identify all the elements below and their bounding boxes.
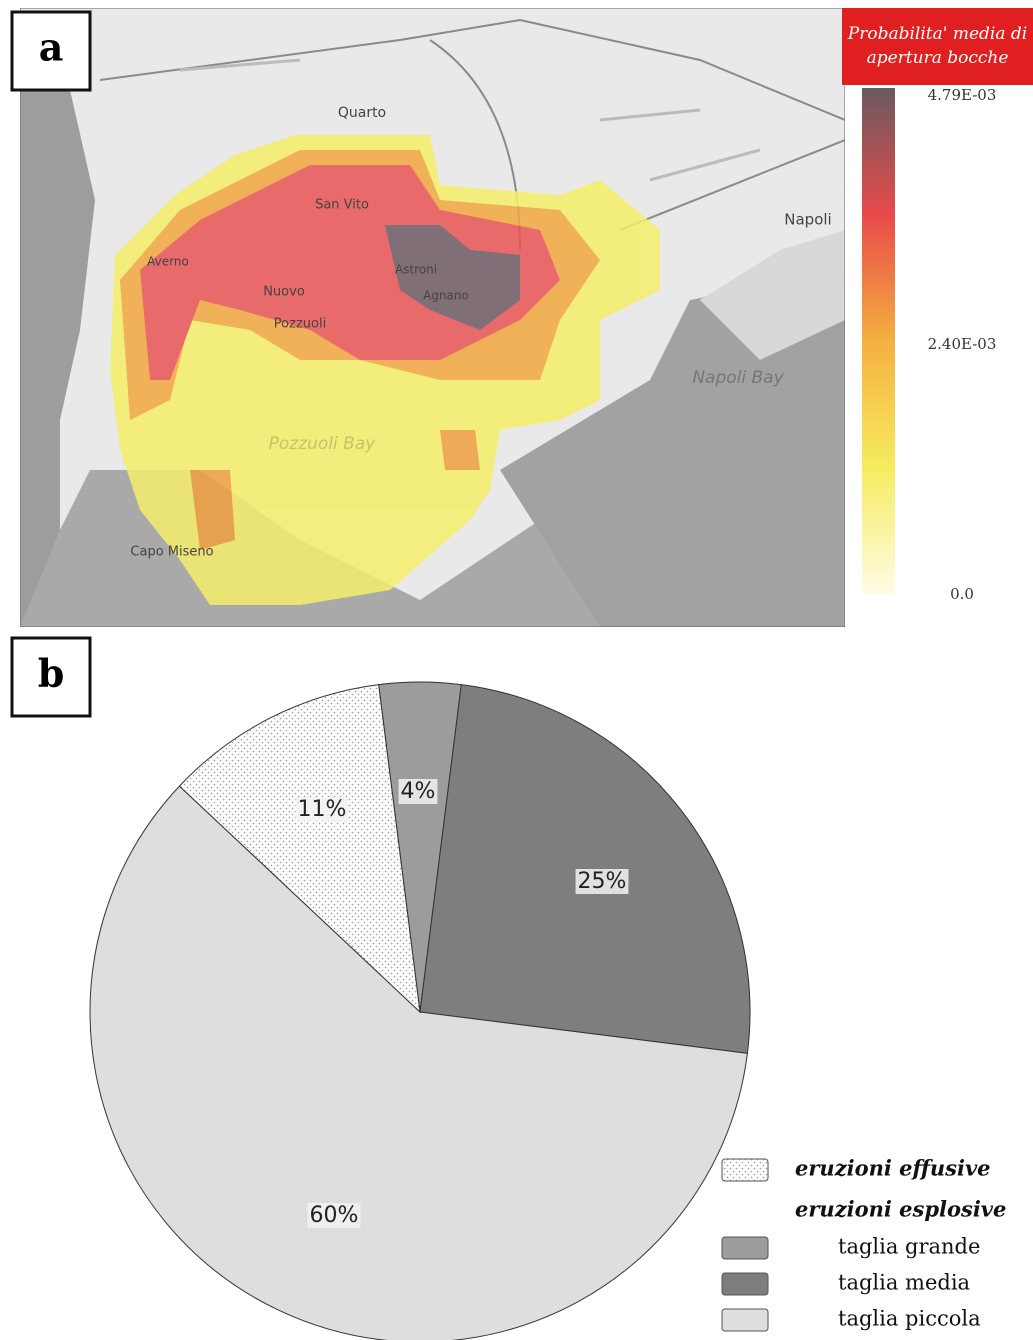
legend-swatch	[722, 1309, 768, 1331]
legend-label: taglia media	[838, 1271, 970, 1295]
place-label: Napoli	[784, 211, 831, 229]
colorbar-tick-label: 2.40E-03	[928, 335, 997, 353]
colorbar-tick-label: 0.0	[950, 585, 974, 603]
colorbar-title: Probabilita' media di apertura bocche	[842, 8, 1033, 85]
place-label: Pozzuoli Bay	[269, 434, 377, 454]
legend-label: taglia grande	[838, 1235, 980, 1259]
value-label: 4%	[401, 779, 436, 804]
value-label: 11%	[298, 797, 347, 822]
page: {"chart_data": [ {"type": "heatmap-map",…	[0, 0, 1033, 1340]
place-label: Napoli Bay	[692, 368, 784, 388]
figure: a b Quarto San Vito Napoli Averno Astroni Agn…	[0, 0, 1033, 1340]
place-label: San Vito	[315, 198, 369, 213]
legend-swatch	[722, 1159, 768, 1181]
place-label: Astroni	[395, 263, 437, 277]
legend-label: taglia piccola	[838, 1307, 981, 1331]
value-label: 60%	[310, 1203, 359, 1228]
value-label: 25%	[578, 869, 627, 894]
panel-label: b	[38, 651, 65, 696]
colorbar-tick-label: 4.79E-03	[928, 86, 997, 104]
place-label: Pozzuoli	[274, 317, 326, 332]
legend-swatch	[722, 1237, 768, 1259]
place-label: Quarto	[338, 105, 386, 121]
place-label: Averno	[147, 255, 189, 269]
place-label: Agnano	[423, 289, 469, 303]
place-label: Capo Miseno	[130, 545, 213, 560]
panel-label: a	[39, 25, 64, 70]
legend-heading: eruzioni esplosive	[795, 1197, 1006, 1222]
map	[20, 8, 845, 627]
colorbar	[862, 88, 895, 595]
legend-swatch	[722, 1273, 768, 1295]
legend-label: eruzioni effusive	[795, 1156, 991, 1181]
place-label: Nuovo	[263, 285, 305, 300]
